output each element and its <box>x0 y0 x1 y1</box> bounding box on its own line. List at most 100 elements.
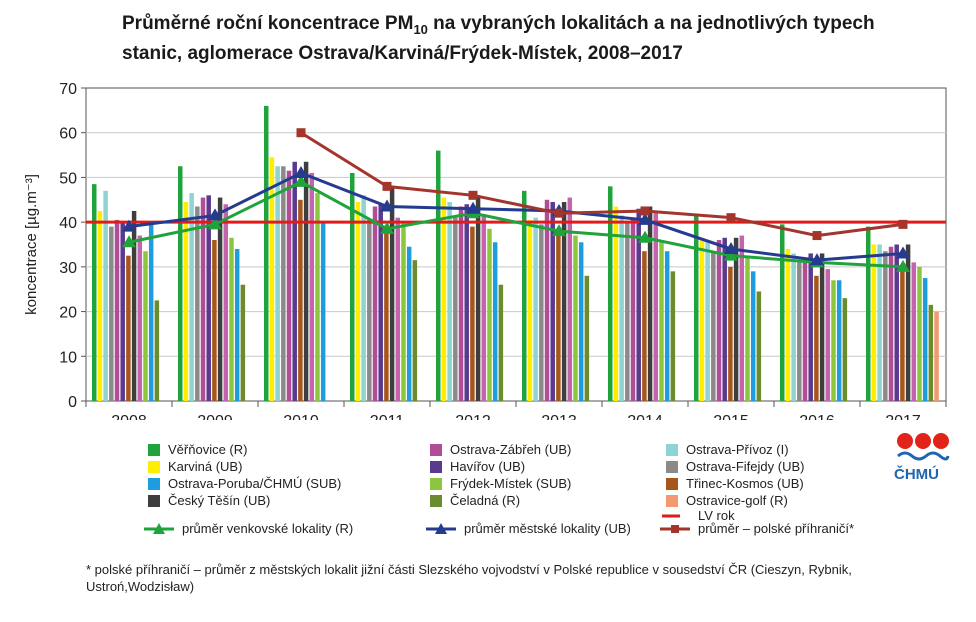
chmu-logo-icon <box>897 433 950 461</box>
bar <box>814 275 819 401</box>
bar <box>97 210 103 401</box>
bar <box>780 224 785 401</box>
x-tick-label: 2016 <box>799 413 835 420</box>
line-marker <box>296 128 306 138</box>
bar <box>728 266 733 401</box>
line-marker <box>380 199 394 212</box>
bar <box>103 190 108 401</box>
line-marker <box>208 208 222 221</box>
bar <box>154 300 160 401</box>
polish-avg-line-key <box>660 522 690 536</box>
bar <box>608 186 613 401</box>
legend-swatch <box>430 495 442 507</box>
x-tick-label: 2015 <box>713 413 749 420</box>
line-marker <box>468 190 478 200</box>
line-marker <box>208 217 222 230</box>
line-marker <box>812 231 822 241</box>
bar <box>458 206 464 401</box>
line-marker <box>896 246 910 259</box>
bar <box>189 193 194 401</box>
bar <box>114 219 120 401</box>
legend-item: Třinec-Kosmos (UB) <box>666 476 804 491</box>
legend-item-urban-avg: průměr městské lokality (UB) <box>426 521 631 536</box>
bar <box>234 248 240 401</box>
bar <box>401 222 406 401</box>
bar <box>739 235 745 401</box>
bar <box>630 217 636 401</box>
bar <box>917 266 922 401</box>
bar <box>722 237 727 401</box>
bar <box>911 262 917 401</box>
bar <box>217 197 223 401</box>
bar <box>527 219 533 401</box>
bar <box>286 170 292 401</box>
bar <box>934 311 939 401</box>
legend-swatch <box>430 478 442 490</box>
bar <box>825 269 831 401</box>
bar <box>711 251 716 401</box>
chart-plot: 0 10 20 30 40 50 60 70 koncentrace [µg.m⁻³] 2008 2… <box>23 81 947 420</box>
x-tick-label: 2010 <box>283 413 319 420</box>
bar <box>492 242 498 401</box>
line-marker <box>552 224 566 237</box>
legend-swatch <box>148 495 160 507</box>
bar <box>613 206 619 401</box>
bar <box>212 240 217 401</box>
bar <box>200 197 206 401</box>
legend-item: Věřňovice (R) <box>148 442 247 457</box>
y-tick-label: 50 <box>59 170 77 187</box>
bar <box>539 224 544 401</box>
bar <box>137 235 143 401</box>
bar <box>866 226 871 401</box>
bar <box>733 237 739 401</box>
legend-item: Frýdek-Místek (SUB) <box>430 476 571 491</box>
bar <box>567 197 573 401</box>
line-marker <box>726 213 736 223</box>
bar <box>447 202 452 401</box>
bar <box>791 253 796 401</box>
bar <box>223 204 229 401</box>
legend-swatch <box>666 478 678 490</box>
y-tick-label: 30 <box>59 260 77 277</box>
bar <box>659 240 664 401</box>
bar <box>750 271 756 401</box>
bar <box>436 150 441 401</box>
line-marker <box>122 219 136 232</box>
line-marker <box>122 235 136 248</box>
bar <box>836 280 842 401</box>
bar <box>281 166 286 401</box>
bar <box>578 242 584 401</box>
bar <box>315 193 320 401</box>
legend-item: Český Těšín (UB) <box>148 493 270 508</box>
bar <box>888 246 894 401</box>
bar <box>647 206 653 401</box>
bar <box>148 222 154 401</box>
legend-item-rural-avg: průměr venkovské lokality (R) <box>144 521 353 536</box>
line-marker <box>382 181 392 191</box>
bar <box>756 291 762 401</box>
bar <box>831 280 836 401</box>
legend-swatch <box>148 444 160 456</box>
bar <box>905 244 911 401</box>
bar <box>470 226 475 401</box>
x-tick-label: 2017 <box>885 413 921 420</box>
bar <box>109 226 114 401</box>
bar <box>842 298 848 401</box>
bar <box>195 206 200 401</box>
legend-item-lv: LV rok <box>660 508 735 523</box>
y-axis-label: koncentrace [µg.m⁻³] <box>23 174 40 315</box>
line-marker <box>380 221 394 234</box>
chart-title: Průměrné roční koncentrace PM10 na vybra… <box>122 13 875 64</box>
x-tick-label: 2013 <box>541 413 577 420</box>
line-marker <box>638 230 652 243</box>
bar <box>699 237 705 401</box>
bar <box>544 199 550 401</box>
legend-swatch <box>666 495 678 507</box>
line-marker <box>898 219 908 229</box>
x-tick-label: 2008 <box>111 413 147 420</box>
x-tick-label: 2014 <box>627 413 663 420</box>
series-line <box>128 171 904 262</box>
bar <box>894 244 899 401</box>
bar <box>694 215 699 401</box>
bar <box>922 278 928 401</box>
